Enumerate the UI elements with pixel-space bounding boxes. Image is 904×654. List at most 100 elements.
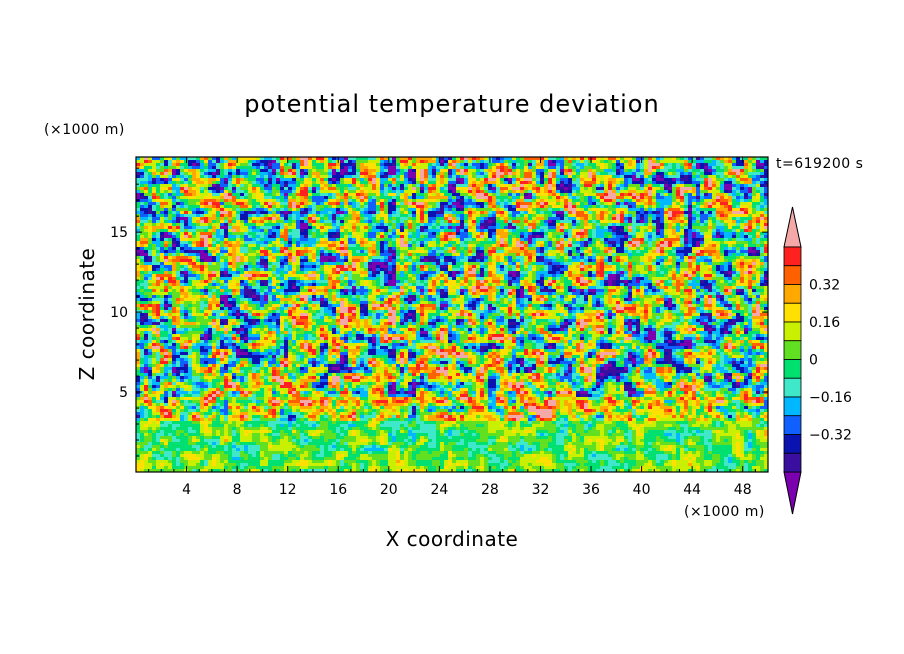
field-cell [732,172,737,176]
field-cell [224,223,229,227]
field-cell [560,178,565,182]
field-cell [512,214,517,218]
field-cell [496,238,501,242]
field-cell [240,238,245,242]
field-cell [416,205,421,209]
field-cell [540,226,545,230]
field-cell [288,184,293,188]
field-cell [288,229,293,233]
field-cell [356,202,361,206]
field-cell [304,193,309,197]
field-cell [596,175,601,179]
field-cell [712,160,717,164]
field-cell [452,187,457,191]
field-cell [728,244,733,248]
field-cell [564,172,569,176]
field-cell [648,214,653,218]
field-cell [196,244,201,248]
field-cell [360,202,365,206]
field-cell [140,193,145,197]
field-cell [756,181,761,185]
field-cell [728,193,733,197]
field-cell [760,211,765,215]
field-cell [364,235,369,239]
field-cell [652,229,657,233]
field-cell [564,229,569,233]
field-cell [260,178,265,182]
field-cell [740,181,745,185]
field-cell [504,214,509,218]
field-cell [152,163,157,167]
field-cell [216,241,221,245]
field-cell [716,205,721,209]
field-cell [200,244,205,248]
field-cell [532,220,537,224]
field-cell [728,187,733,191]
field-cell [232,214,237,218]
field-cell [244,220,249,224]
field-cell [140,172,145,176]
field-cell [688,157,693,161]
field-cell [140,208,145,212]
field-cell [204,181,209,185]
field-cell [300,235,305,239]
field-cell [488,205,493,209]
field-cell [540,178,545,182]
field-cell [448,187,453,191]
field-cell [176,202,181,206]
field-cell [560,166,565,170]
field-cell [212,178,217,182]
field-cell [540,238,545,242]
field-cell [476,250,481,254]
field-cell [704,244,709,248]
field-cell [352,247,357,251]
field-cell [668,199,673,203]
field-cell [596,199,601,203]
field-cell [428,232,433,236]
field-cell [236,190,241,194]
field-cell [660,244,665,248]
field-cell [572,229,577,233]
field-cell [140,160,145,164]
field-cell [632,175,637,179]
field-cell [492,169,497,173]
field-cell [520,172,525,176]
field-cell [464,220,469,224]
field-cell [328,163,333,167]
field-cell [568,226,573,230]
field-cell [600,160,605,164]
field-cell [332,235,337,239]
field-cell [632,223,637,227]
field-cell [288,181,293,185]
field-cell [704,217,709,221]
field-cell [364,220,369,224]
field-cell [744,160,749,164]
field-cell [540,214,545,218]
field-cell [616,184,621,188]
field-cell [600,214,605,218]
field-cell [508,184,513,188]
field-cell [196,163,201,167]
field-cell [584,157,589,161]
field-cell [184,163,189,167]
field-cell [424,241,429,245]
field-cell [364,172,369,176]
field-cell [532,199,537,203]
field-cell [532,193,537,197]
field-cell [148,202,153,206]
field-cell [496,205,501,209]
field-cell [240,220,245,224]
field-cell [684,196,689,200]
field-cell [556,244,561,248]
field-cell [352,223,357,227]
field-cell [276,193,281,197]
field-cell [492,178,497,182]
field-cell [212,220,217,224]
field-cell [532,247,537,251]
field-cell [400,229,405,233]
field-cell [600,232,605,236]
field-cell [208,169,213,173]
field-cell [732,160,737,164]
field-cell [580,163,585,167]
field-cell [432,217,437,221]
